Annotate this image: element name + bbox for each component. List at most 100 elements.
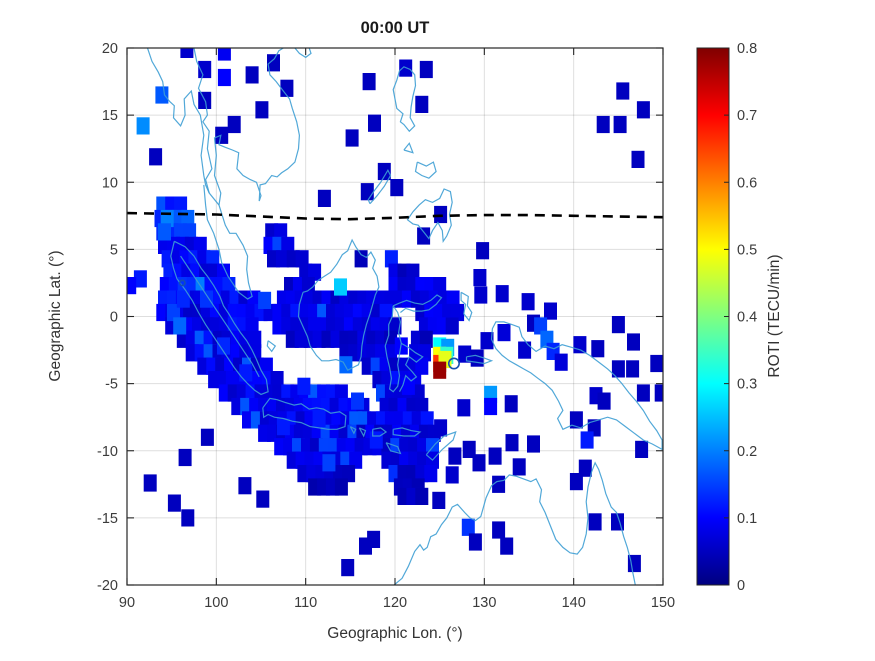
- roti-feature-cell: [276, 418, 290, 436]
- axis-tick-labels: 90 100 110 120 130 140 150 -20 -15 -10 -5 0 5 10 15 20: [97, 41, 675, 611]
- roti-feature-cell: [322, 454, 336, 472]
- coastline: [170, 240, 269, 396]
- roti-scattered-cell: [626, 360, 640, 378]
- roti-band-cell: [222, 277, 236, 295]
- colorbar-tick-label: 0.5: [737, 242, 757, 258]
- x-tick-label: 140: [562, 595, 586, 611]
- axis-ticks: [126, 47, 664, 586]
- roti-scattered-cell: [245, 66, 259, 84]
- coastline: [385, 442, 402, 455]
- roti-scattered-cell: [544, 302, 557, 320]
- roti-scattered-cell: [611, 316, 625, 334]
- roti-scattered-cell: [457, 399, 471, 417]
- roti-scattered-cell: [167, 494, 181, 512]
- roti-scattered-cell: [492, 521, 506, 539]
- x-tick-label: 90: [119, 595, 135, 611]
- roti-scattered-cell: [492, 475, 506, 493]
- colorbar-tick-labels: 0 0.1 0.2 0.3 0.4 0.5 0.6 0.7 0.8: [737, 41, 757, 594]
- roti-scattered-cell: [217, 48, 231, 61]
- roti-scattered-cell: [127, 277, 137, 295]
- roti-feature-cell: [369, 431, 383, 449]
- roti-band-cell: [420, 411, 434, 429]
- roti-scattered-cell: [448, 447, 462, 465]
- roti-feature-cell: [200, 290, 213, 308]
- coastline: [490, 321, 663, 451]
- roti-scattered-cell: [521, 293, 535, 311]
- roti-band-cell: [433, 277, 447, 295]
- roti-scattered-cell: [198, 60, 212, 79]
- y-tick-label: 15: [102, 108, 118, 124]
- coastline: [393, 461, 636, 585]
- roti-feature-cell: [167, 303, 180, 322]
- roti-scattered-cell: [473, 269, 487, 287]
- roti-band-cell: [270, 371, 284, 389]
- roti-band-cell: [384, 330, 398, 348]
- roti-scattered-cell: [217, 68, 231, 87]
- roti-scattered-cell: [255, 101, 269, 119]
- roti-scattered-cell: [591, 340, 605, 358]
- coastline: [465, 354, 494, 365]
- coastline: [294, 48, 312, 59]
- roti-band-cell: [349, 451, 363, 469]
- y-tick-label: -5: [105, 377, 118, 393]
- roti-scattered-cell: [415, 95, 429, 113]
- roti-scattered-cell: [495, 285, 509, 303]
- roti-feature-cell: [173, 317, 187, 335]
- coastline: [349, 426, 357, 435]
- roti-feature-cell: [176, 290, 190, 308]
- roti-scattered-cell: [512, 458, 526, 476]
- x-axis-label: Geographic Lon. (°): [327, 625, 462, 642]
- magnetic-equator-dashed-line: [126, 211, 664, 221]
- roti-feature-cell: [258, 291, 272, 309]
- roti-band-cell: [406, 263, 420, 281]
- roti-band-cell: [342, 465, 356, 483]
- coastline: [392, 294, 443, 313]
- roti-scattered-cell: [635, 440, 649, 458]
- roti-band-cell: [193, 236, 207, 254]
- roti-scattered-cell: [143, 474, 157, 492]
- y-tick-label: 10: [102, 175, 118, 191]
- roti-scattered-cell: [390, 179, 404, 197]
- roti-feature-cell: [297, 377, 311, 395]
- roti-scattered-cell: [470, 349, 484, 367]
- roti-scattered-cell: [280, 79, 294, 97]
- coastline: [398, 342, 424, 392]
- roti-band-cell: [259, 357, 273, 375]
- roti-scattered-cell: [636, 101, 650, 119]
- roti-band-cell: [247, 290, 261, 308]
- roti-band-cell: [379, 303, 393, 322]
- coastline: [384, 305, 402, 393]
- roti-scattered-cell: [580, 431, 594, 449]
- roti-feature-cell: [339, 356, 353, 374]
- roti-scattered-cell: [360, 183, 374, 201]
- roti-scattered-cell: [345, 129, 359, 147]
- coastline: [213, 48, 301, 206]
- colorbar-label: ROTI (TECU/min): [766, 254, 783, 377]
- coastline: [262, 397, 347, 430]
- roti-scattered-cell: [569, 411, 583, 429]
- roti-band-cell: [451, 303, 465, 322]
- roti-band-cell: [206, 250, 220, 268]
- roti-scattered-cell: [238, 477, 252, 495]
- coastline: [372, 427, 388, 437]
- roti-scattered-cell: [534, 317, 548, 335]
- roti-scattered-cell: [554, 353, 568, 371]
- roti-band-cell: [281, 236, 295, 254]
- chart-title: 00:00 UT: [361, 19, 430, 37]
- roti-band-cell: [411, 384, 425, 402]
- roti-band-cell: [354, 250, 368, 268]
- roti-scattered-cell: [627, 554, 641, 573]
- roti-band-cell: [415, 357, 429, 375]
- coastline: [425, 431, 457, 461]
- roti-band-cell: [418, 344, 431, 362]
- roti-band-cell: [274, 223, 288, 241]
- roti-band-cell: [334, 478, 348, 496]
- roti-scattered-cell: [445, 317, 459, 335]
- roti-scattered-cell: [178, 448, 192, 467]
- roti-scattered-cell: [419, 60, 433, 79]
- colorbar-tick-label: 0.2: [737, 444, 757, 460]
- x-tick-label: 120: [383, 595, 407, 611]
- roti-scattered-cell: [461, 518, 475, 536]
- roti-feature-cell: [158, 223, 171, 241]
